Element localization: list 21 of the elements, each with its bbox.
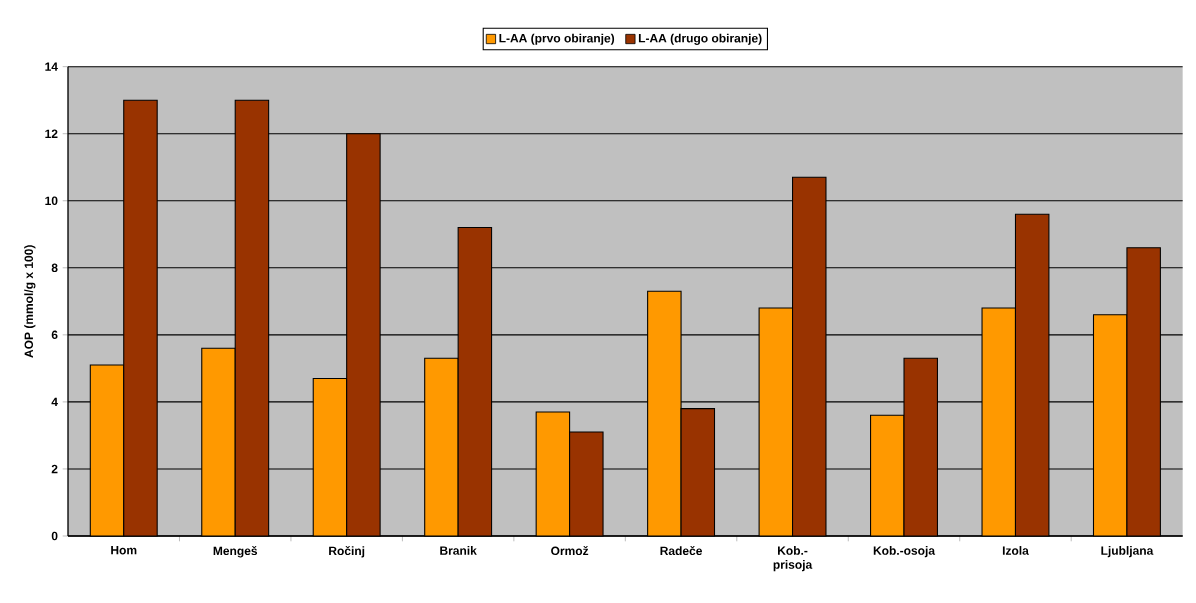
y-tick-label: 6 xyxy=(51,330,58,340)
y-tick-label: 10 xyxy=(45,196,58,206)
x-tick-label: Ljubljana xyxy=(1101,546,1154,558)
x-tick-label: Izola xyxy=(1002,546,1029,556)
y-tick-label: 0 xyxy=(51,531,58,541)
y-tick-label: 2 xyxy=(51,464,58,474)
x-tick-label: Kob.-osoja xyxy=(873,546,936,558)
x-tick-label: Mengeš xyxy=(213,546,258,558)
y-tick-label: 8 xyxy=(51,263,58,273)
y-tick-label: 14 xyxy=(45,62,58,71)
x-tick-label: Ormož xyxy=(551,546,589,556)
y-tick-label: 4 xyxy=(51,397,58,407)
x-tick-label: Branik xyxy=(440,546,477,556)
y-tick-label: 12 xyxy=(45,129,58,139)
legend-label: L-AA (drugo obiranje) xyxy=(638,33,762,46)
x-tick-label: Kob.-prisoja xyxy=(773,546,813,572)
x-tick-label: Hom xyxy=(111,546,137,555)
x-tick-label: Radeče xyxy=(660,546,703,556)
legend-label: L-AA (prvo obiranje) xyxy=(499,33,615,46)
x-tick-label: Ročinj xyxy=(329,546,365,558)
y-axis-title: AOP (mmol/g x 100) xyxy=(24,245,36,358)
